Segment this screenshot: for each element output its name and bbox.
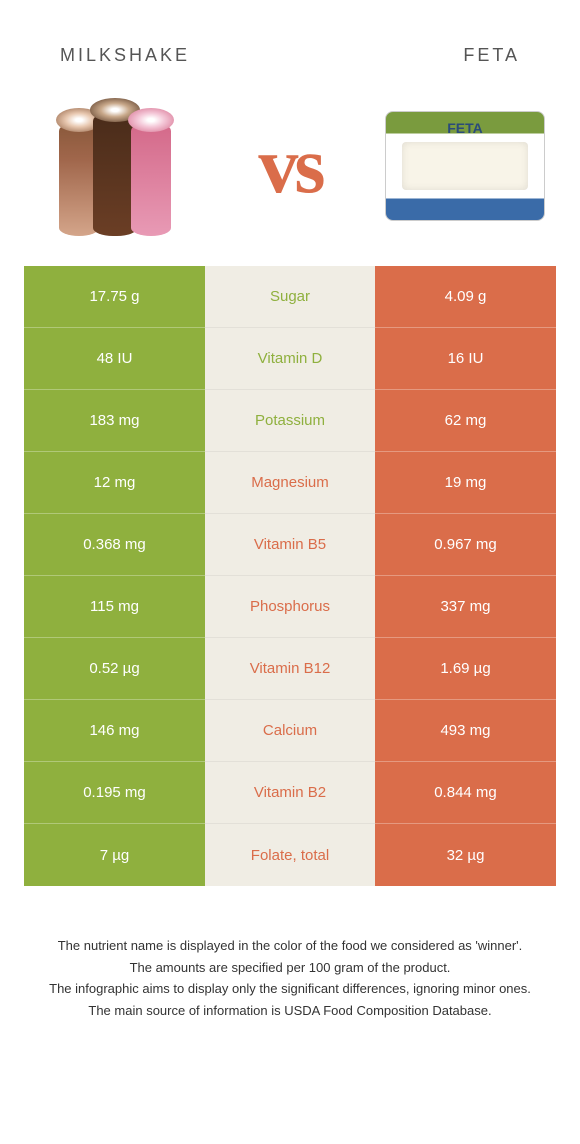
left-value: 7 µg [24,824,205,886]
right-value: 19 mg [375,452,556,514]
left-value: 17.75 g [24,266,205,328]
left-value: 0.368 mg [24,514,205,576]
table-row: 146 mgCalcium493 mg [24,700,556,762]
right-value: 0.967 mg [375,514,556,576]
nutrient-label: Vitamin B12 [205,638,375,700]
table-row: 12 mgMagnesium19 mg [24,452,556,514]
right-value: 0.844 mg [375,762,556,824]
vs-text: vs [258,121,321,212]
table-row: 7 µgFolate, total32 µg [24,824,556,886]
feta-image: FETA [380,96,550,236]
nutrient-label: Magnesium [205,452,375,514]
right-value: 16 IU [375,328,556,390]
table-row: 48 IUVitamin D16 IU [24,328,556,390]
right-value: 4.09 g [375,266,556,328]
right-value: 32 µg [375,824,556,886]
table-row: 183 mgPotassium62 mg [24,390,556,452]
right-food-title: Feta [463,45,520,66]
nutrient-label: Sugar [205,266,375,328]
left-value: 0.52 µg [24,638,205,700]
footer-line: The amounts are specified per 100 gram o… [36,958,544,978]
left-food-title: Milkshake [60,45,190,66]
footer-line: The nutrient name is displayed in the co… [36,936,544,956]
nutrient-label: Vitamin D [205,328,375,390]
right-value: 493 mg [375,700,556,762]
table-row: 0.368 mgVitamin B50.967 mg [24,514,556,576]
nutrient-label: Vitamin B2 [205,762,375,824]
footer-notes: The nutrient name is displayed in the co… [0,886,580,1042]
table-row: 115 mgPhosphorus337 mg [24,576,556,638]
left-value: 146 mg [24,700,205,762]
table-row: 0.195 mgVitamin B20.844 mg [24,762,556,824]
nutrient-table: 17.75 gSugar4.09 g48 IUVitamin D16 IU183… [24,266,556,886]
milkshake-image [30,96,200,236]
right-value: 337 mg [375,576,556,638]
feta-package-label: FETA [386,120,544,136]
left-value: 48 IU [24,328,205,390]
nutrient-label: Calcium [205,700,375,762]
header: Milkshake Feta [0,0,580,96]
images-row: vs FETA [0,96,580,266]
right-value: 1.69 µg [375,638,556,700]
footer-line: The main source of information is USDA F… [36,1001,544,1021]
left-value: 115 mg [24,576,205,638]
nutrient-label: Potassium [205,390,375,452]
nutrient-label: Folate, total [205,824,375,886]
footer-line: The infographic aims to display only the… [36,979,544,999]
nutrient-label: Phosphorus [205,576,375,638]
table-row: 0.52 µgVitamin B121.69 µg [24,638,556,700]
right-value: 62 mg [375,390,556,452]
left-value: 183 mg [24,390,205,452]
table-row: 17.75 gSugar4.09 g [24,266,556,328]
nutrient-label: Vitamin B5 [205,514,375,576]
left-value: 0.195 mg [24,762,205,824]
left-value: 12 mg [24,452,205,514]
